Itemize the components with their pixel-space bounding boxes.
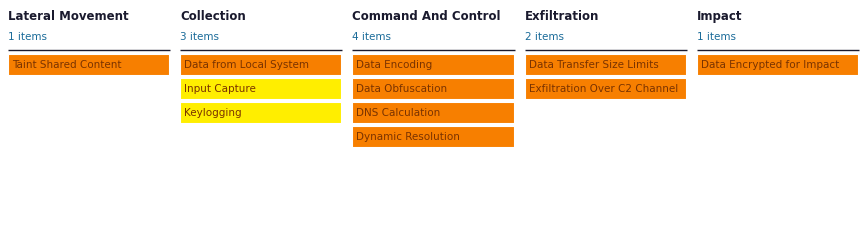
Text: 4 items: 4 items	[352, 32, 391, 42]
Bar	[180, 54, 342, 76]
Bar	[180, 78, 342, 100]
Text: Command And Control: Command And Control	[352, 10, 501, 23]
Text: Data from Local System: Data from Local System	[184, 60, 310, 70]
Text: Keylogging: Keylogging	[184, 108, 242, 118]
Bar	[352, 54, 515, 76]
Text: Dynamic Resolution: Dynamic Resolution	[356, 132, 460, 142]
Text: 1 items: 1 items	[8, 32, 47, 42]
Bar	[525, 54, 687, 76]
Text: Exfiltration: Exfiltration	[525, 10, 599, 23]
Bar	[525, 78, 687, 100]
Text: Collection: Collection	[180, 10, 246, 23]
Text: 3 items: 3 items	[180, 32, 219, 42]
Text: Exfiltration Over C2 Channel: Exfiltration Over C2 Channel	[529, 84, 678, 94]
Bar	[352, 78, 515, 100]
Text: DNS Calculation: DNS Calculation	[356, 108, 440, 118]
Text: Data Obfuscation: Data Obfuscation	[356, 84, 447, 94]
Text: Data Transfer Size Limits: Data Transfer Size Limits	[529, 60, 658, 70]
Bar	[180, 102, 342, 124]
Text: Taint Shared Content: Taint Shared Content	[12, 60, 121, 70]
Bar	[352, 126, 515, 148]
Bar	[352, 102, 515, 124]
Bar	[8, 54, 170, 76]
Text: 1 items: 1 items	[697, 32, 736, 42]
Text: Impact: Impact	[697, 10, 742, 23]
Text: Lateral Movement: Lateral Movement	[8, 10, 128, 23]
Text: Input Capture: Input Capture	[184, 84, 256, 94]
Text: Data Encoding: Data Encoding	[356, 60, 433, 70]
Bar	[697, 54, 859, 76]
Text: 2 items: 2 items	[525, 32, 564, 42]
Text: Data Encrypted for Impact: Data Encrypted for Impact	[701, 60, 839, 70]
